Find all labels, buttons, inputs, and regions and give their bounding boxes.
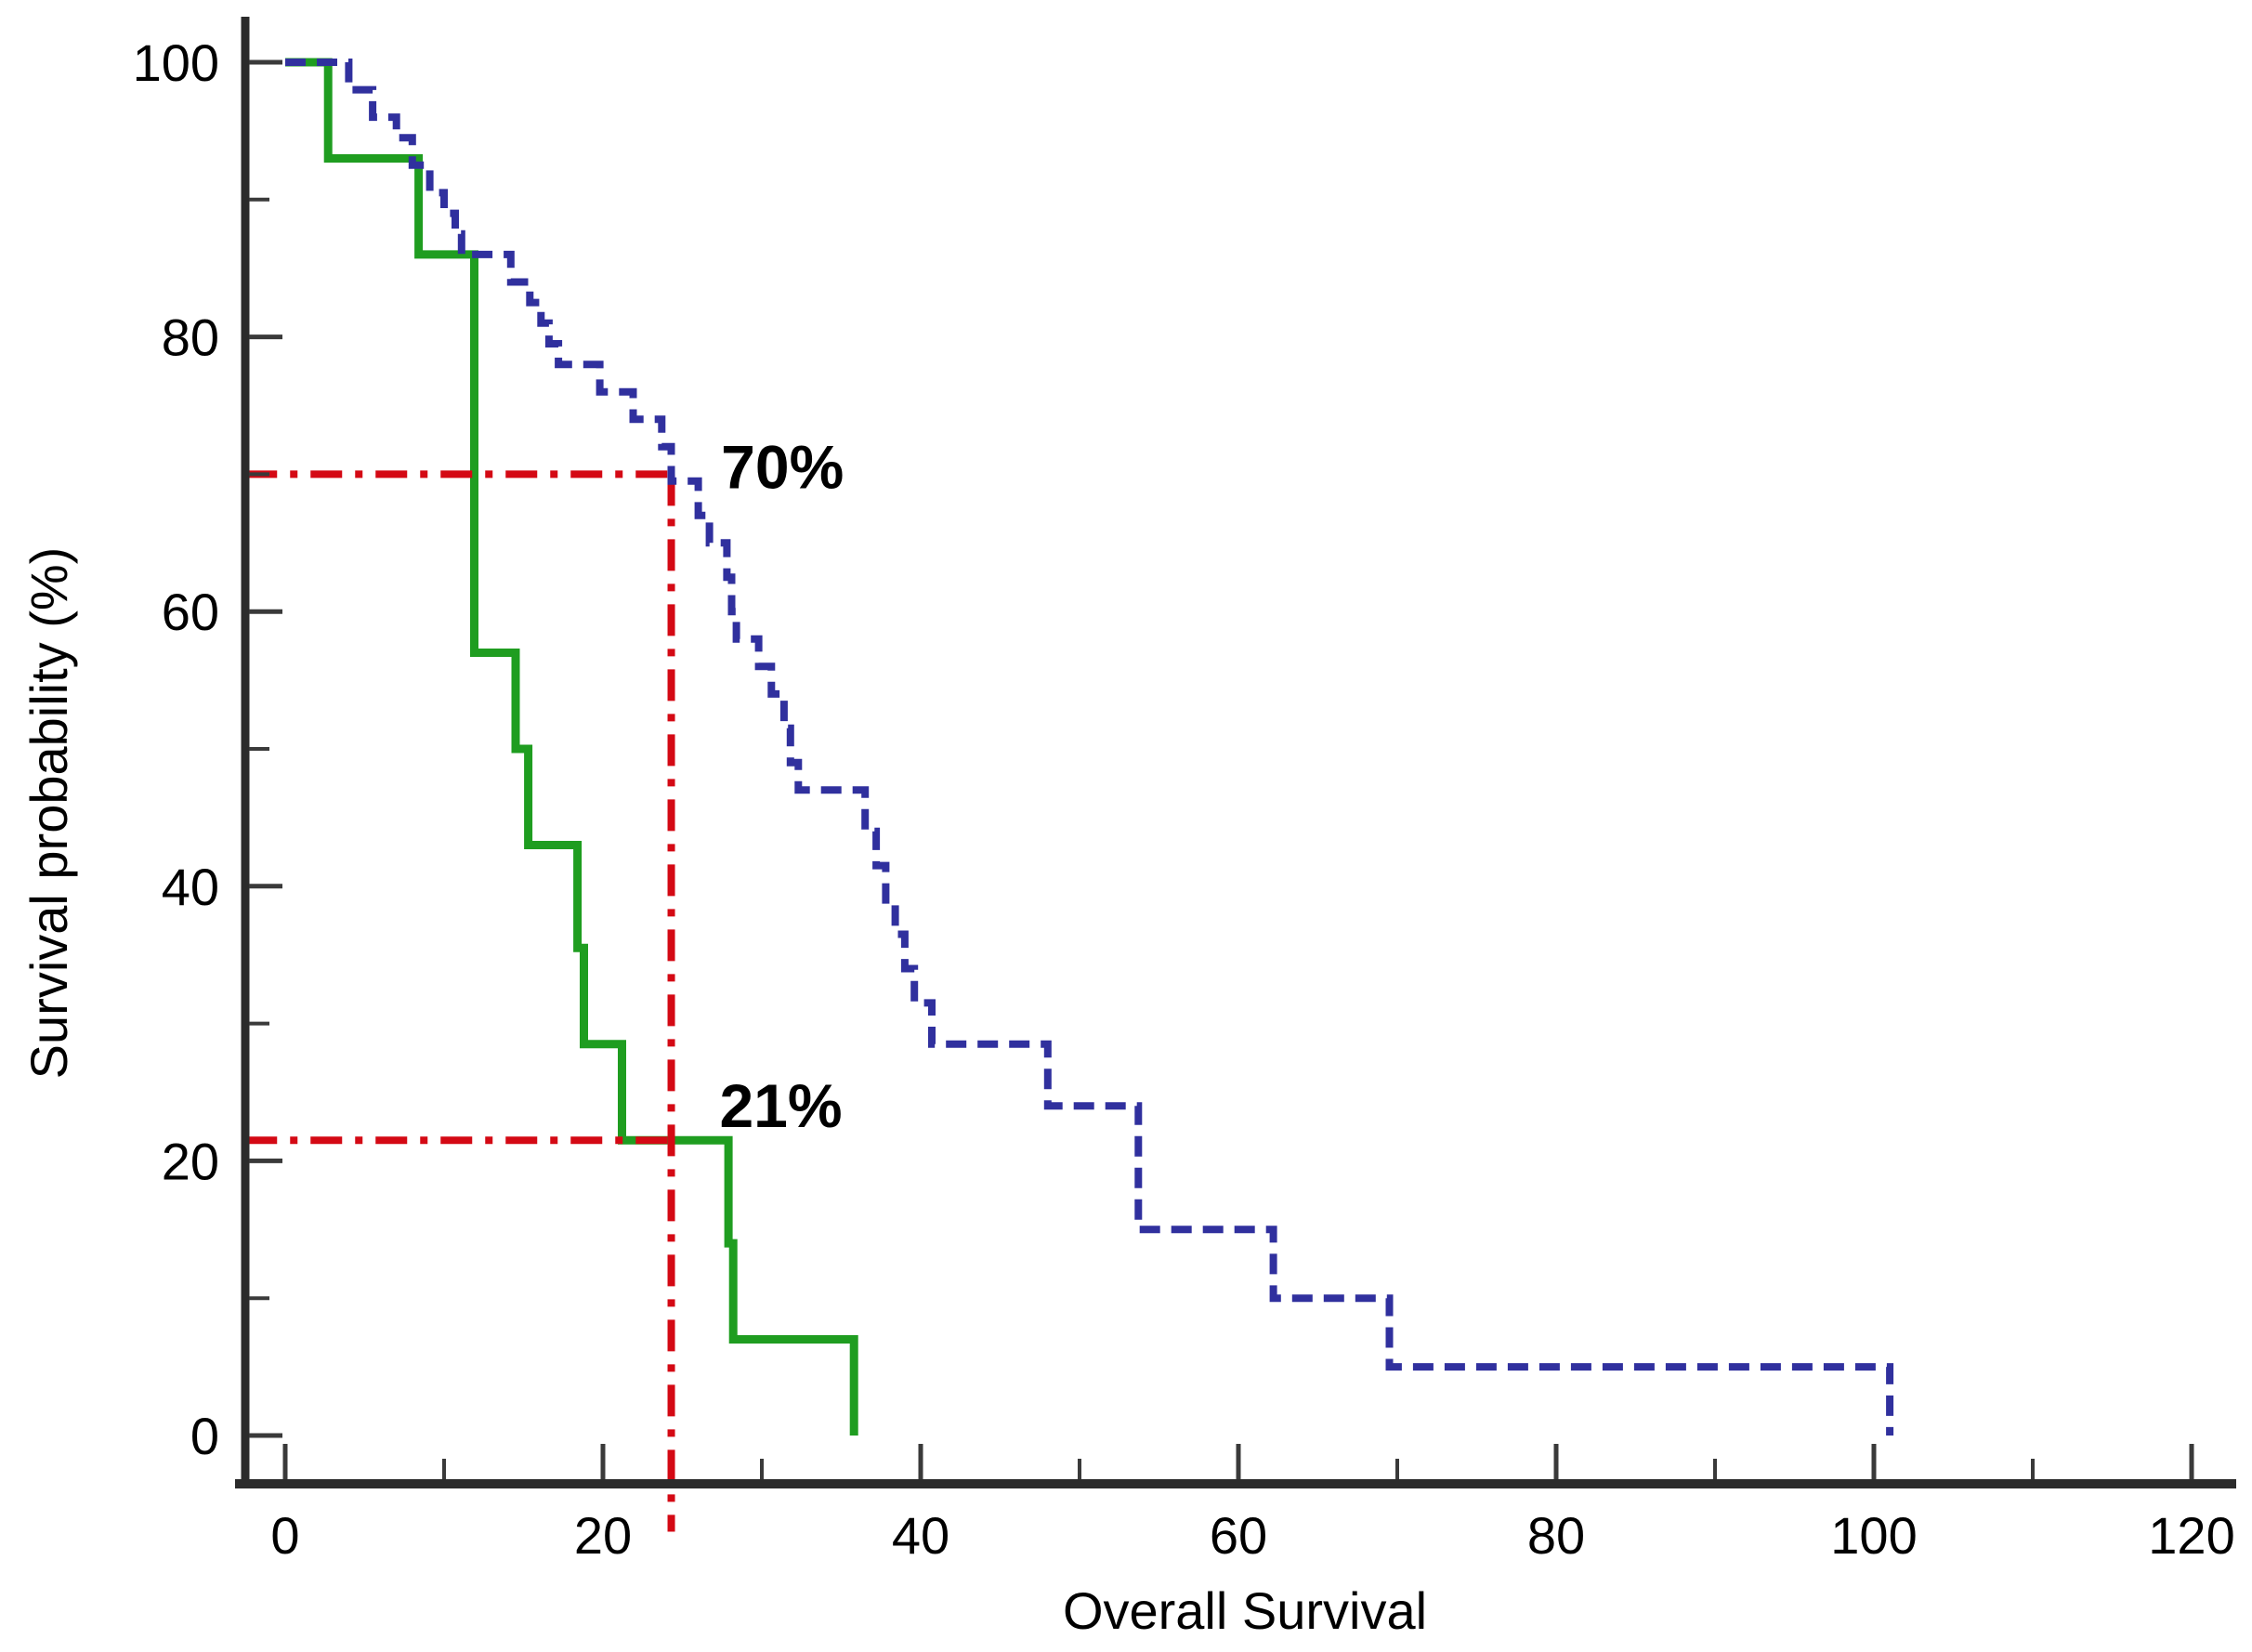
y-tick-label: 20 — [162, 1132, 219, 1190]
y-tick-label: 100 — [133, 33, 219, 92]
y-tick-label: 40 — [162, 858, 219, 916]
series-green-solid — [285, 58, 858, 1436]
x-tick-label: 40 — [892, 1506, 949, 1565]
green-survival-curve — [285, 58, 858, 1436]
tick-marks — [249, 59, 2194, 1479]
y-tick-label: 0 — [190, 1407, 219, 1465]
x-tick-label: 0 — [270, 1506, 299, 1565]
x-tick-label: 80 — [1527, 1506, 1585, 1565]
annotation-labels: 70% 21% — [719, 433, 844, 1140]
series-blue-dashed — [285, 59, 1894, 1436]
tick-labels: 0 20 40 60 80 100 120 0 20 40 60 80 100 — [133, 33, 2235, 1565]
annotation-label: 70% — [721, 433, 844, 502]
x-tick-label: 20 — [574, 1506, 632, 1565]
blue-survival-curve — [285, 59, 1894, 1436]
annotation-label: 21% — [719, 1071, 842, 1140]
x-tick-label: 100 — [1830, 1506, 1917, 1565]
y-tick-label: 80 — [162, 308, 219, 367]
axes — [235, 17, 2236, 1488]
x-axis-title: Overall Survival — [1063, 1581, 1427, 1640]
y-tick-label: 60 — [162, 583, 219, 641]
y-axis-title: Survival probability (%) — [20, 547, 78, 1080]
reference-lines — [245, 470, 675, 1532]
x-tick-label: 60 — [1210, 1506, 1267, 1565]
x-tick-label: 120 — [2148, 1506, 2234, 1565]
